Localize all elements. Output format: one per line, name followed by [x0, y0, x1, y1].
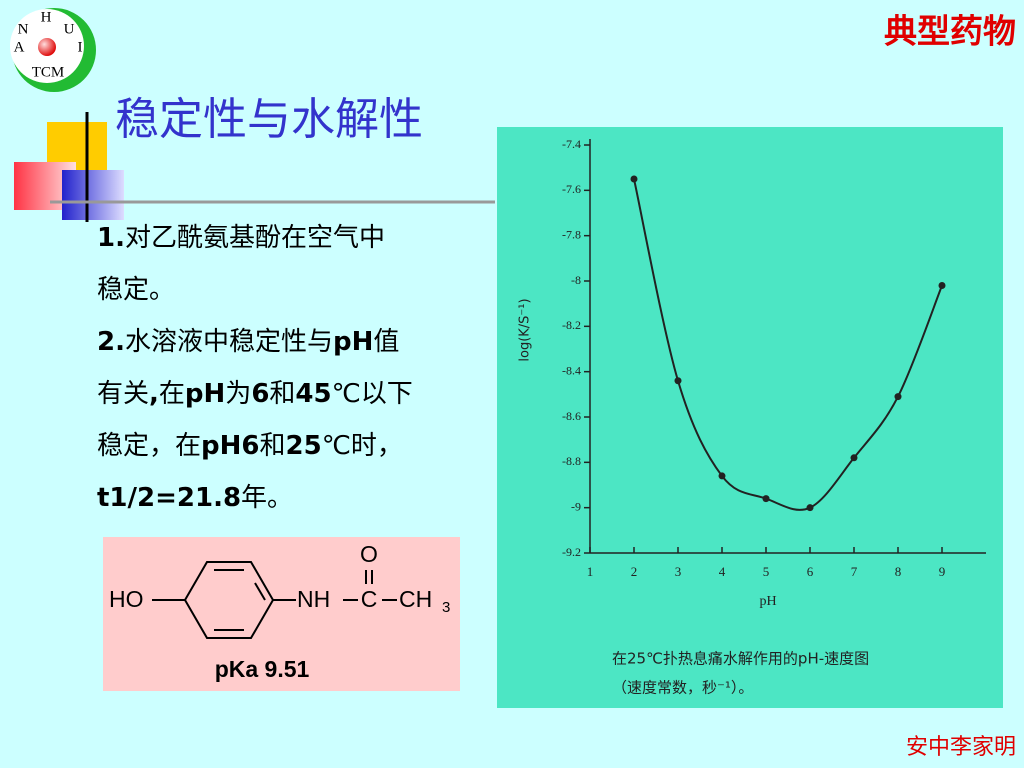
deco-square [62, 170, 124, 220]
y-tick-label: -8.6 [562, 409, 581, 423]
y-tick-label: -8.8 [562, 454, 581, 468]
text-run: , [149, 379, 159, 409]
structure-box [103, 537, 460, 691]
body-line: 稳定。 [97, 275, 175, 305]
y-tick-label: -8.2 [562, 318, 581, 332]
data-point [894, 393, 902, 401]
x-tick-label: 4 [719, 564, 726, 579]
y-tick-label: -7.6 [562, 182, 581, 196]
text-run: 为 [225, 379, 251, 409]
pka-label: pKa 9.51 [215, 656, 310, 682]
text-run: 对乙酰氨基酚在空气中 [125, 223, 385, 253]
text-run: pH [333, 327, 373, 357]
x-tick-label: 7 [851, 564, 858, 579]
data-point [806, 504, 814, 512]
logo-ball [38, 38, 56, 56]
text-run: pH [185, 379, 225, 409]
data-point [938, 282, 946, 290]
logo-letter: N [18, 21, 29, 37]
x-tick-label: 6 [807, 564, 814, 579]
x-tick-label: 1 [587, 564, 594, 579]
text-run: ℃时， [322, 431, 403, 461]
chart-panel [497, 127, 1003, 708]
logo-letter: A [14, 39, 25, 55]
bond [254, 582, 266, 601]
text-run: ℃以下 [332, 379, 413, 409]
y-tick-label: -7.4 [562, 137, 581, 151]
footer: 安中李家明 [906, 735, 1016, 760]
text-run: 和 [259, 431, 285, 461]
y-tick-label: -9.2 [562, 545, 581, 559]
text-run: 稳定，在 [97, 431, 201, 461]
text-run: 2. [97, 327, 125, 357]
y-tick-label: -8 [571, 273, 581, 287]
x-tick-label: 9 [939, 564, 946, 579]
text-run: 水溶液中稳定性与 [125, 327, 333, 357]
x-tick-label: 3 [675, 564, 682, 579]
y-tick-label: -8.4 [562, 363, 581, 377]
text-run: 1. [97, 223, 125, 253]
atom-label: O [360, 541, 378, 567]
body-line: 1.对乙酰氨基酚在空气中 [97, 223, 385, 253]
atom-label: NH [297, 586, 330, 612]
atom-label: CH [399, 586, 432, 612]
data-point [850, 454, 858, 462]
x-tick-label: 8 [895, 564, 902, 579]
text-run: 在 [159, 379, 185, 409]
text-run: t1/2=21.8 [97, 483, 241, 513]
body-line: 有关,在pH为6和45℃以下 [97, 379, 413, 409]
x-tick-label: 2 [631, 564, 638, 579]
slide-tag: 典型药物 [884, 12, 1016, 51]
text-run: 25 [286, 431, 322, 461]
atom-subscript: 3 [442, 599, 450, 616]
body-line: t1/2=21.8年。 [97, 483, 293, 513]
atom-label: C [361, 586, 378, 612]
chart-caption: （速度常数，秒⁻¹）。 [612, 679, 753, 697]
text-run: 有关 [97, 379, 149, 409]
y-axis-label: log(K/S⁻¹) [518, 298, 533, 361]
logo-letter: TCM [32, 64, 65, 80]
x-tick-label: 5 [763, 564, 770, 579]
text-run: 年。 [241, 483, 293, 513]
logo-letter: U [64, 21, 75, 37]
chart-caption: 在25℃扑热息痛水解作用的pH-速度图 [612, 650, 869, 668]
data-point [630, 175, 638, 183]
text-run: pH6 [201, 431, 259, 461]
data-point [762, 495, 770, 503]
text-run: 和 [269, 379, 295, 409]
text-run: 值 [373, 327, 399, 357]
data-point [718, 472, 726, 480]
x-axis-label: pH [759, 594, 776, 609]
text-run: 稳定。 [97, 275, 175, 305]
body-line: 2.水溶液中稳定性与pH值 [97, 327, 399, 357]
y-tick-label: -7.8 [562, 227, 581, 241]
y-tick-label: -9 [571, 499, 581, 513]
atom-label: HO [109, 586, 144, 612]
slide-title: 稳定性与水解性 [115, 94, 423, 145]
body-line: 稳定，在pH6和25℃时， [97, 431, 403, 461]
logo-letter: H [41, 9, 52, 25]
logo-letter: I [78, 39, 83, 55]
text-run: 6 [251, 379, 269, 409]
text-run: 45 [295, 379, 331, 409]
data-point [674, 377, 682, 385]
